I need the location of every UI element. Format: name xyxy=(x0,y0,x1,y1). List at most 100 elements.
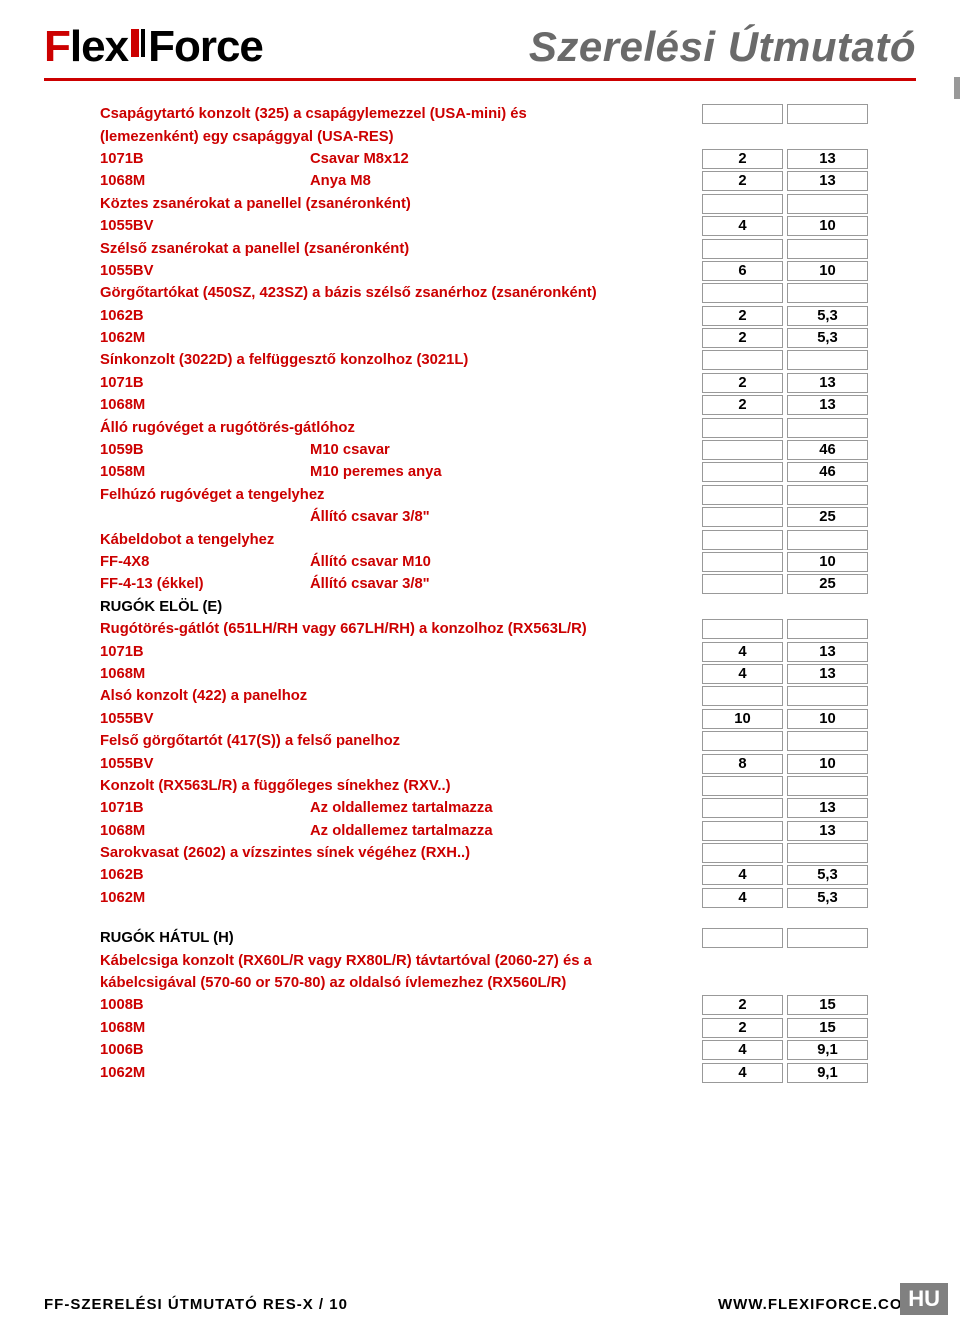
table-row: 1055BV1010 xyxy=(100,708,870,730)
value-cell: 5,3 xyxy=(787,865,868,885)
value-cell: 9,1 xyxy=(787,1063,868,1083)
empty-cell xyxy=(702,686,783,706)
part-code: 1071B xyxy=(100,800,310,816)
empty-cell xyxy=(787,619,868,639)
table-row: kábelcsigával (570-60 or 570-80) az olda… xyxy=(100,972,870,994)
page-title: Szerelési Útmutató xyxy=(529,23,916,71)
part-code: 1062B xyxy=(100,867,310,883)
table-row: 1071BCsavar M8x12213 xyxy=(100,148,870,170)
empty-cell xyxy=(702,731,783,751)
empty-cell xyxy=(787,485,868,505)
section-heading: Konzolt (RX563L/R) a függőleges sínekhez… xyxy=(100,775,700,797)
table-row: 1058MM10 peremes anya46 xyxy=(100,461,870,483)
qty-cell: 2 xyxy=(702,995,783,1015)
section-heading: Felső görgőtartót (417(S)) a felső panel… xyxy=(100,730,700,752)
part-desc: M10 peremes anya xyxy=(310,464,700,480)
table-row: 1068M 215 xyxy=(100,1017,870,1039)
part-desc: M10 csavar xyxy=(310,442,700,458)
section-heading-black: RUGÓK ELÖL (E) xyxy=(100,599,870,615)
qty-cell xyxy=(702,552,783,572)
part-desc: Csavar M8x12 xyxy=(310,151,700,167)
table-row: RUGÓK HÁTUL (H) xyxy=(100,927,870,949)
table-row: 1068MAnya M8213 xyxy=(100,170,870,192)
part-code: 1071B xyxy=(100,375,310,391)
table-row: Felhúzó rugóvéget a tengelyhez xyxy=(100,484,870,506)
table-row: Köztes zsanérokat a panellel (zsanéronké… xyxy=(100,193,870,215)
qty-cell: 2 xyxy=(702,171,783,191)
value-cell: 10 xyxy=(787,754,868,774)
part-code: 1071B xyxy=(100,151,310,167)
table-content: Csapágytartó konzolt (325) a csapágyleme… xyxy=(44,103,916,1084)
value-cell: 10 xyxy=(787,261,868,281)
table-row: 1006B49,1 xyxy=(100,1039,870,1061)
empty-cell xyxy=(787,843,868,863)
table-row: Kábelcsiga konzolt (RX60L/R vagy RX80L/R… xyxy=(100,949,870,971)
part-code: 1068M xyxy=(100,1020,310,1036)
empty-cell xyxy=(787,928,868,948)
value-cell: 46 xyxy=(787,462,868,482)
value-cell: 5,3 xyxy=(787,888,868,908)
table-row: FF-4-13 (ékkel)Állító csavar 3/8"25 xyxy=(100,573,870,595)
section-heading: Kábeldobot a tengelyhez xyxy=(100,529,700,551)
table-row: Alsó konzolt (422) a panelhoz xyxy=(100,685,870,707)
footer-right: WWW.FLEXIFORCE.COM xyxy=(718,1296,916,1313)
table-row: 1071B413 xyxy=(100,640,870,662)
value-cell: 5,3 xyxy=(787,328,868,348)
empty-cell xyxy=(702,239,783,259)
table-row: 1059BM10 csavar46 xyxy=(100,439,870,461)
empty-cell xyxy=(787,418,868,438)
qty-cell: 2 xyxy=(702,1018,783,1038)
part-code: 1062B xyxy=(100,308,310,324)
table-row: Rugótörés-gátlót (651LH/RH vagy 667LH/RH… xyxy=(100,618,870,640)
part-code: 1068M xyxy=(100,173,310,189)
empty-cell xyxy=(787,283,868,303)
empty-cell xyxy=(787,530,868,550)
table-row: Sarokvasat (2602) a vízszintes sínek vég… xyxy=(100,842,870,864)
value-cell: 13 xyxy=(787,798,868,818)
qty-cell xyxy=(702,574,783,594)
page-container: FlexForce Szerelési Útmutató Csapágytart… xyxy=(0,0,960,1084)
value-cell: 46 xyxy=(787,440,868,460)
qty-cell: 8 xyxy=(702,754,783,774)
part-desc: Az oldallemez tartalmazza xyxy=(310,823,700,839)
section-heading: Felhúzó rugóvéget a tengelyhez xyxy=(100,484,700,506)
table-row: 1055BV610 xyxy=(100,260,870,282)
table-row: 1062B45,3 xyxy=(100,864,870,886)
value-cell: 9,1 xyxy=(787,1040,868,1060)
value-cell: 15 xyxy=(787,1018,868,1038)
part-code: 1055BV xyxy=(100,218,310,234)
section-heading: (lemezenként) egy csapággyal (USA-RES) xyxy=(100,126,870,148)
empty-cell xyxy=(702,776,783,796)
part-code: 1055BV xyxy=(100,263,310,279)
value-cell: 13 xyxy=(787,664,868,684)
qty-cell: 2 xyxy=(702,306,783,326)
qty-cell: 2 xyxy=(702,395,783,415)
value-cell: 25 xyxy=(787,507,868,527)
value-cell: 13 xyxy=(787,395,868,415)
table-row: Sínkonzolt (3022D) a felfüggesztő konzol… xyxy=(100,349,870,371)
logo-mark-icon xyxy=(131,22,145,72)
language-badge: HU xyxy=(900,1283,948,1315)
value-cell: 5,3 xyxy=(787,306,868,326)
table-row: (lemezenként) egy csapággyal (USA-RES) xyxy=(100,125,870,147)
logo-letter: lex xyxy=(70,22,128,72)
part-code: 1062M xyxy=(100,1065,310,1081)
table-row: Álló rugóvéget a rugótörés-gátlóhoz xyxy=(100,416,870,438)
part-code: 1008B xyxy=(100,997,310,1013)
qty-cell xyxy=(702,440,783,460)
section-heading: kábelcsigával (570-60 or 570-80) az olda… xyxy=(100,972,870,994)
table-row: 1055BV810 xyxy=(100,752,870,774)
table-row: Szélső zsanérokat a panellel (zsanéronké… xyxy=(100,237,870,259)
value-cell: 13 xyxy=(787,373,868,393)
page-header: FlexForce Szerelési Útmutató xyxy=(44,22,916,81)
value-cell: 13 xyxy=(787,642,868,662)
section-heading: Rugótörés-gátlót (651LH/RH vagy 667LH/RH… xyxy=(100,618,700,640)
table-row: 1062B 25,3 xyxy=(100,305,870,327)
table-row: 1055BV410 xyxy=(100,215,870,237)
part-desc: Állító csavar 3/8" xyxy=(310,509,700,525)
part-code: 1062M xyxy=(100,330,310,346)
qty-cell: 10 xyxy=(702,709,783,729)
empty-cell xyxy=(702,928,783,948)
part-code: 1062M xyxy=(100,890,310,906)
qty-cell: 4 xyxy=(702,642,783,662)
